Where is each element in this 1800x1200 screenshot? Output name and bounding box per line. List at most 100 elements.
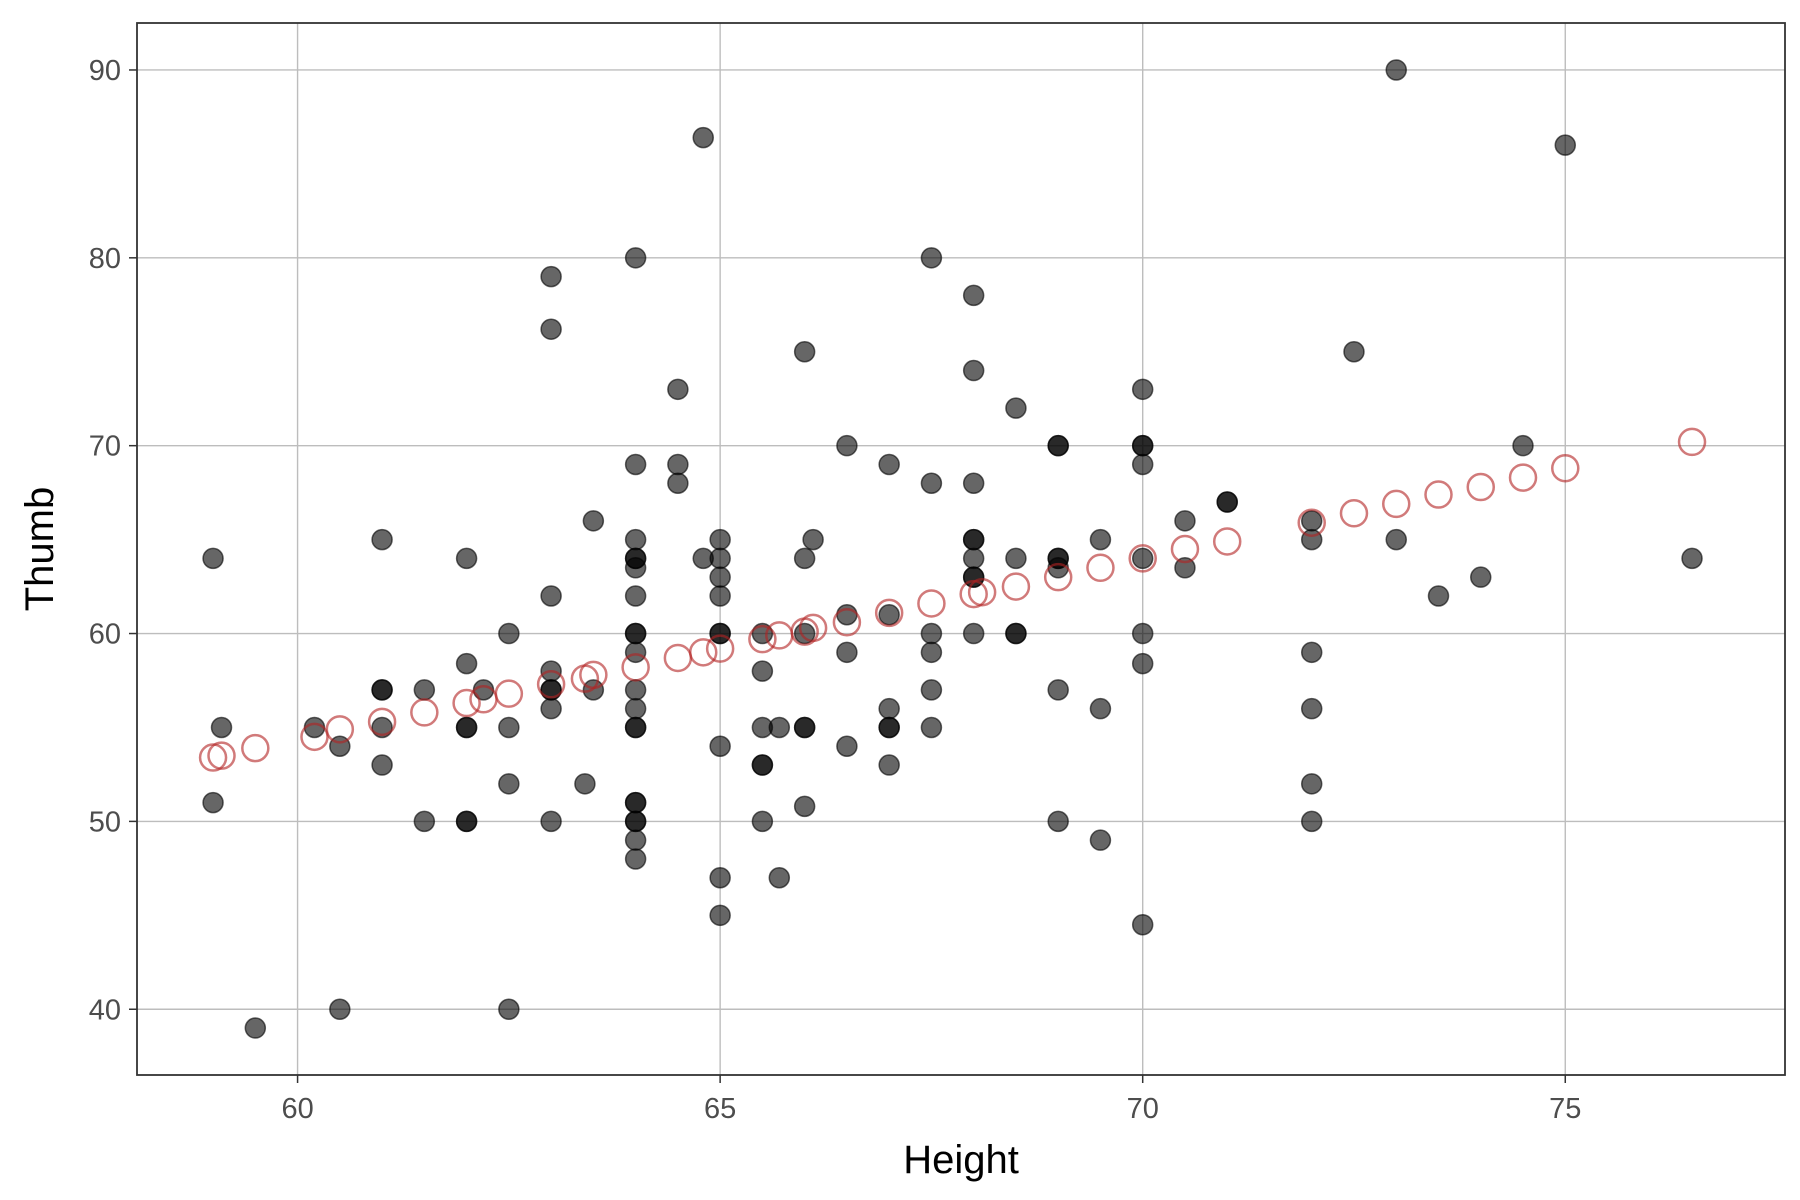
observed-point — [962, 622, 985, 645]
observed-point — [455, 547, 478, 570]
predicted-point — [1424, 480, 1453, 509]
observed-point — [624, 848, 647, 870]
observed-point — [1300, 697, 1323, 720]
y-tick-label: 90 — [89, 55, 121, 87]
observed-point — [793, 716, 816, 739]
observed-point — [1216, 491, 1238, 513]
observed-point — [624, 829, 647, 851]
observed-point — [836, 641, 858, 664]
grid-lines — [137, 23, 1785, 1075]
observed-point — [1385, 528, 1407, 551]
predicted-point — [874, 598, 904, 628]
predicted-point — [241, 733, 270, 763]
observed-point — [1131, 652, 1154, 675]
observed-point — [667, 472, 689, 494]
predicted-point — [748, 624, 777, 654]
predicted-point — [536, 670, 566, 699]
y-tick-label: 60 — [89, 619, 121, 651]
observed-point — [962, 359, 985, 382]
observed-point — [751, 754, 774, 776]
observed-point — [802, 528, 824, 551]
observed-point — [455, 716, 478, 739]
observed-point — [1300, 773, 1323, 795]
predicted-point — [1297, 508, 1326, 537]
predicted-point — [705, 634, 735, 663]
observed-point — [540, 265, 562, 288]
observed-point — [1174, 557, 1196, 579]
observed-point — [329, 998, 351, 1020]
predicted-point — [300, 722, 329, 752]
y-axis-title: Thumb — [18, 487, 62, 612]
observed-point — [1131, 434, 1154, 457]
observed-point — [244, 1017, 267, 1039]
observed-point — [455, 652, 478, 675]
observed-point — [498, 998, 520, 1020]
observed-point — [878, 453, 900, 476]
observed-point — [793, 341, 816, 363]
observed-point — [210, 716, 233, 739]
predicted-point — [1339, 499, 1369, 528]
predicted-point — [325, 715, 355, 744]
y-tick-label: 50 — [89, 806, 121, 838]
observed-point — [624, 247, 647, 269]
observed-point — [1681, 547, 1703, 570]
observed-point — [624, 528, 647, 551]
predicted-point — [798, 613, 828, 643]
observed-point — [878, 716, 900, 739]
predicted-point — [688, 638, 718, 667]
observed-point — [920, 247, 943, 269]
predicted-points — [198, 427, 1707, 772]
observed-point — [1089, 528, 1112, 551]
observed-point — [455, 810, 478, 833]
predicted-point — [1043, 562, 1073, 592]
predicted-point — [579, 660, 608, 690]
observed-point — [709, 867, 731, 889]
predicted-point — [1508, 463, 1538, 492]
observed-point — [692, 126, 714, 149]
observed-point — [1131, 622, 1154, 645]
observed-point — [1300, 510, 1323, 532]
predicted-point — [1001, 572, 1031, 601]
x-tick-label: 75 — [1549, 1093, 1581, 1125]
observed-point — [540, 810, 562, 833]
observed-points — [202, 59, 1703, 1039]
predicted-point — [621, 653, 650, 682]
observed-point — [836, 735, 858, 757]
observed-point — [202, 791, 224, 814]
predicted-point — [494, 679, 524, 708]
observed-point — [498, 716, 520, 739]
predicted-point — [410, 698, 439, 727]
predicted-point — [1551, 453, 1580, 483]
observed-point — [1047, 679, 1069, 701]
observed-point — [1385, 59, 1407, 81]
observed-point — [793, 795, 816, 818]
observed-point — [920, 641, 943, 664]
observed-point — [1131, 913, 1154, 936]
observed-point — [498, 622, 520, 645]
x-tick-label: 65 — [704, 1093, 736, 1125]
x-tick-label: 70 — [1127, 1093, 1159, 1125]
observed-point — [540, 585, 562, 607]
predicted-point — [832, 608, 862, 637]
observed-point — [1427, 585, 1450, 607]
predicted-point — [1381, 489, 1411, 519]
observed-point — [793, 547, 816, 570]
observed-point — [1005, 397, 1027, 419]
observed-point — [920, 716, 943, 739]
predicted-point — [663, 643, 693, 673]
predicted-point — [1086, 553, 1115, 583]
observed-point — [624, 679, 647, 701]
observed-point — [1131, 547, 1154, 570]
observed-point — [1089, 697, 1112, 720]
observed-point — [1300, 641, 1323, 664]
observed-point — [624, 697, 647, 720]
observed-point — [540, 697, 562, 720]
observed-point — [624, 716, 647, 739]
predicted-point — [967, 577, 997, 607]
observed-point — [768, 867, 791, 889]
observed-point — [709, 904, 731, 927]
observed-point — [1300, 810, 1323, 833]
observed-point — [624, 791, 647, 814]
x-axis-title: Height — [903, 1138, 1019, 1182]
observed-point — [1131, 378, 1154, 401]
